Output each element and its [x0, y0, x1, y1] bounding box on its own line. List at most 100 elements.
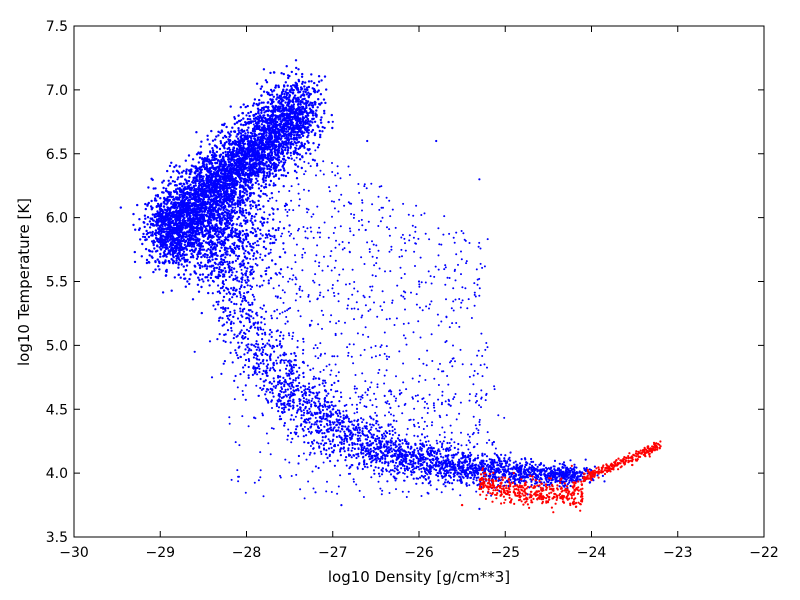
- blue-point-dense-cloud: [197, 199, 201, 203]
- blue-point-dense-cloud: [295, 122, 298, 125]
- blue-point-dense-cloud: [226, 179, 229, 183]
- blue-point-dense-cloud: [149, 217, 152, 220]
- blue-point-dense-cloud: [281, 118, 285, 121]
- blue-point-dense-cloud: [240, 224, 243, 228]
- blue-point-dense-cloud: [225, 193, 228, 196]
- blue-point-dense-cloud: [207, 273, 210, 277]
- blue-point-dense-cloud: [170, 225, 173, 229]
- blue-point-dense-cloud: [154, 268, 157, 271]
- blue-point-dense-cloud: [279, 102, 282, 105]
- blue-point-dense-cloud: [140, 255, 143, 258]
- blue-point-dense-cloud: [189, 214, 192, 218]
- blue-point-dense-cloud: [173, 165, 176, 169]
- blue-point-dense-cloud: [290, 123, 293, 126]
- blue-point-dense-cloud: [290, 137, 293, 140]
- blue-point-dense-cloud: [178, 209, 181, 213]
- blue-point-dense-cloud: [275, 157, 278, 160]
- blue-point-dense-cloud: [266, 136, 269, 140]
- blue-point-dense-cloud: [160, 227, 163, 230]
- blue-point-dense-cloud: [171, 262, 175, 265]
- blue-point-dense-cloud: [302, 117, 306, 120]
- blue-point-dense-cloud: [262, 108, 265, 111]
- blue-point-dense-cloud: [266, 121, 269, 124]
- blue-point-dense-cloud: [314, 132, 317, 135]
- blue-point-dense-cloud: [282, 227, 286, 230]
- blue-point-dense-cloud: [194, 215, 198, 218]
- blue-point-dense-cloud: [160, 232, 163, 235]
- blue-point-dense-cloud: [205, 163, 208, 166]
- blue-point-dense-cloud: [199, 227, 203, 230]
- blue-point-dense-cloud: [215, 210, 218, 213]
- blue-point-dense-cloud: [192, 195, 195, 199]
- blue-point-dense-cloud: [222, 295, 226, 299]
- blue-point-dense-cloud: [279, 168, 282, 172]
- blue-point-dense-cloud: [257, 170, 261, 174]
- blue-point-dense-cloud: [192, 243, 196, 246]
- blue-point-dense-cloud: [208, 143, 211, 146]
- blue-point-dense-cloud: [268, 122, 272, 125]
- blue-point-dense-cloud: [155, 218, 159, 221]
- blue-point-dense-cloud: [274, 169, 278, 172]
- blue-point-dense-cloud: [214, 176, 217, 180]
- blue-point-dense-cloud: [245, 270, 248, 273]
- blue-point-dense-cloud: [148, 231, 152, 234]
- blue-point-dense-cloud: [144, 202, 147, 206]
- blue-point-dense-cloud: [180, 175, 184, 178]
- blue-point-dense-cloud: [190, 248, 194, 252]
- blue-point-dense-cloud: [233, 153, 236, 156]
- blue-point-dense-cloud: [254, 143, 258, 146]
- blue-point-dense-cloud: [273, 110, 277, 113]
- blue-point-dense-cloud: [206, 158, 209, 161]
- blue-point-dense-cloud: [251, 152, 254, 155]
- blue-point-dense-cloud: [223, 170, 226, 173]
- blue-point-dense-cloud: [294, 149, 297, 152]
- blue-point-dense-cloud: [234, 289, 237, 292]
- blue-point-dense-cloud: [239, 132, 243, 135]
- blue-point-dense-cloud: [240, 129, 243, 132]
- blue-point-dense-cloud: [235, 244, 239, 247]
- blue-point-dense-cloud: [196, 283, 200, 286]
- blue-point-dense-cloud: [224, 150, 227, 154]
- blue-point-dense-cloud: [159, 229, 162, 233]
- blue-point-dense-cloud: [270, 259, 274, 262]
- blue-point-dense-cloud: [218, 154, 221, 157]
- blue-point-dense-cloud: [244, 158, 247, 161]
- blue-point-dense-cloud: [218, 249, 222, 253]
- blue-point-dense-cloud: [224, 256, 227, 259]
- blue-point-dense-cloud: [294, 85, 297, 89]
- blue-point-dense-cloud: [277, 115, 281, 118]
- blue-point-dense-cloud: [253, 132, 256, 136]
- blue-point-dense-cloud: [262, 245, 266, 249]
- blue-point-dense-cloud: [288, 224, 291, 227]
- blue-point-dense-cloud: [217, 134, 220, 137]
- blue-point-dense-cloud: [196, 244, 199, 247]
- blue-point-dense-cloud: [260, 101, 263, 104]
- blue-point-dense-cloud: [202, 163, 206, 166]
- blue-point-dense-cloud: [269, 161, 272, 165]
- blue-point-dense-cloud: [185, 215, 188, 218]
- blue-point-dense-cloud: [315, 109, 318, 112]
- blue-point-dense-cloud: [250, 249, 254, 252]
- blue-point-dense-cloud: [270, 158, 274, 162]
- blue-point-dense-cloud: [215, 166, 218, 169]
- blue-point-dense-cloud: [234, 176, 237, 180]
- blue-point-dense-cloud: [198, 264, 201, 267]
- blue-point-dense-cloud: [298, 118, 302, 121]
- blue-point-dense-cloud: [212, 191, 215, 195]
- blue-point-dense-cloud: [296, 165, 300, 168]
- blue-point-dense-cloud: [215, 200, 219, 203]
- blue-point-dense-cloud: [289, 108, 293, 111]
- blue-point-dense-cloud: [258, 285, 262, 288]
- blue-point-dense-cloud: [192, 177, 196, 180]
- blue-point-dense-cloud: [230, 178, 234, 181]
- blue-point-dense-cloud: [304, 152, 308, 155]
- blue-point-dense-cloud: [178, 165, 181, 168]
- blue-point-dense-cloud: [255, 177, 258, 180]
- blue-point-dense-cloud: [285, 65, 288, 68]
- blue-point-dense-cloud: [211, 241, 214, 244]
- blue-point-dense-cloud: [290, 157, 293, 160]
- blue-point-dense-cloud: [183, 201, 186, 205]
- blue-point-dense-cloud: [222, 155, 225, 159]
- blue-point-dense-cloud: [200, 255, 203, 259]
